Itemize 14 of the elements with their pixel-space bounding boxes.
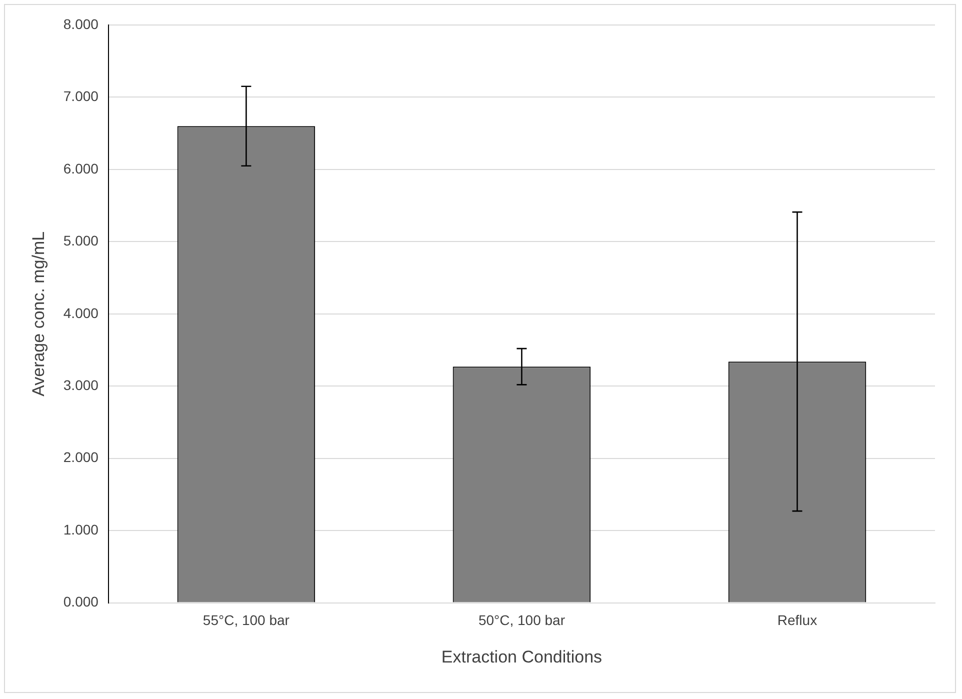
y-tick-label: 8.000 xyxy=(63,16,99,32)
y-tick-label: 7.000 xyxy=(63,88,99,104)
y-axis-title: Average conc. mg/mL xyxy=(28,231,48,396)
y-tick-label: 6.000 xyxy=(63,160,99,176)
y-tick-label: 1.000 xyxy=(63,521,99,538)
y-tick-label: 5.000 xyxy=(63,232,99,249)
x-tick-label: 50°C, 100 bar xyxy=(478,612,566,628)
x-tick-label: 55°C, 100 bar xyxy=(202,612,290,628)
y-tick-label: 0.000 xyxy=(63,594,99,610)
y-tick-label: 4.000 xyxy=(63,304,99,321)
y-tick-label: 2.000 xyxy=(63,449,99,466)
y-tick-label: 3.000 xyxy=(63,376,99,393)
x-axis-title: Extraction Conditions xyxy=(441,647,602,666)
x-tick-label: Reflux xyxy=(777,612,818,628)
